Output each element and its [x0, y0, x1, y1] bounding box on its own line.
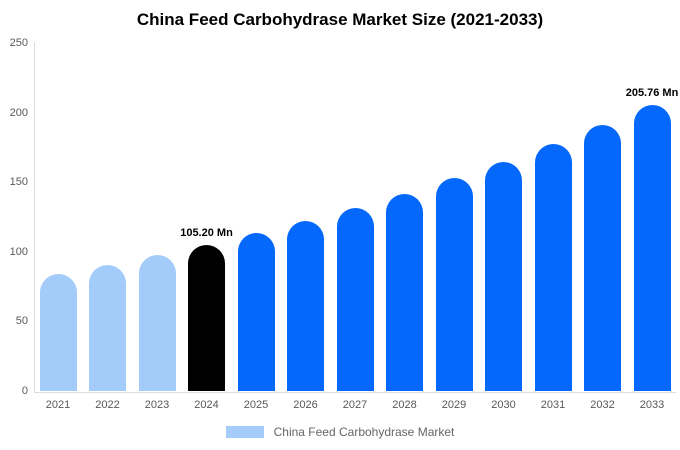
x-axis-tick-label: 2029 [441, 399, 467, 411]
x-axis-tick-label: 2031 [540, 399, 566, 411]
y-axis-tick-label: 200 [9, 106, 28, 119]
data-label-2024: 105.20 Mn [180, 226, 233, 239]
y-axis-tick-label: 0 [21, 385, 28, 397]
chart-title: China Feed Carbohydrase Market Size (202… [136, 10, 544, 29]
x-axis-tick-label: 2023 [144, 399, 170, 411]
x-axis-tick-label: 2033 [639, 399, 665, 411]
x-axis-tick-label: 2021 [45, 399, 71, 411]
x-axis-tick-label: 2024 [194, 399, 219, 411]
x-axis-tick-label: 2028 [392, 399, 417, 411]
bar-2025[interactable] [237, 233, 275, 391]
bar-2027[interactable] [336, 207, 374, 391]
data-label-2033: 205.76 Mn [625, 86, 679, 99]
x-axis-tick-label: 2032 [590, 399, 615, 411]
bar-2022[interactable] [89, 264, 126, 391]
x-axis-tick-label: 2026 [293, 399, 318, 411]
x-axis-tick-label: 2022 [95, 399, 120, 411]
x-axis-line [34, 392, 676, 393]
x-axis-tick-label: 2027 [342, 399, 368, 411]
legend-swatch [225, 426, 264, 438]
x-axis-tick-label: 2030 [491, 399, 516, 411]
bar-2032[interactable] [584, 125, 621, 391]
bar-2030[interactable] [485, 161, 522, 391]
y-axis-tick-label: 250 [9, 37, 28, 49]
bar-2028[interactable] [386, 193, 423, 391]
bar-2026[interactable] [287, 221, 324, 391]
legend-item[interactable]: China Feed Carbohydrase Market [0, 425, 680, 439]
y-axis-tick-label: 100 [9, 245, 28, 258]
bar-2031[interactable] [534, 144, 572, 391]
bar-2024[interactable] [188, 244, 225, 391]
y-axis-line [34, 42, 35, 392]
y-axis-tick-label: 50 [15, 315, 28, 328]
bar-2029[interactable] [435, 178, 473, 391]
y-axis-tick-label: 150 [9, 176, 28, 189]
bar-2023[interactable] [138, 255, 176, 391]
bar-2021[interactable] [39, 273, 77, 391]
legend-label: China Feed Carbohydrase Market [273, 425, 455, 439]
bar-2033[interactable] [633, 104, 671, 391]
x-axis-tick-label: 2025 [243, 399, 269, 411]
